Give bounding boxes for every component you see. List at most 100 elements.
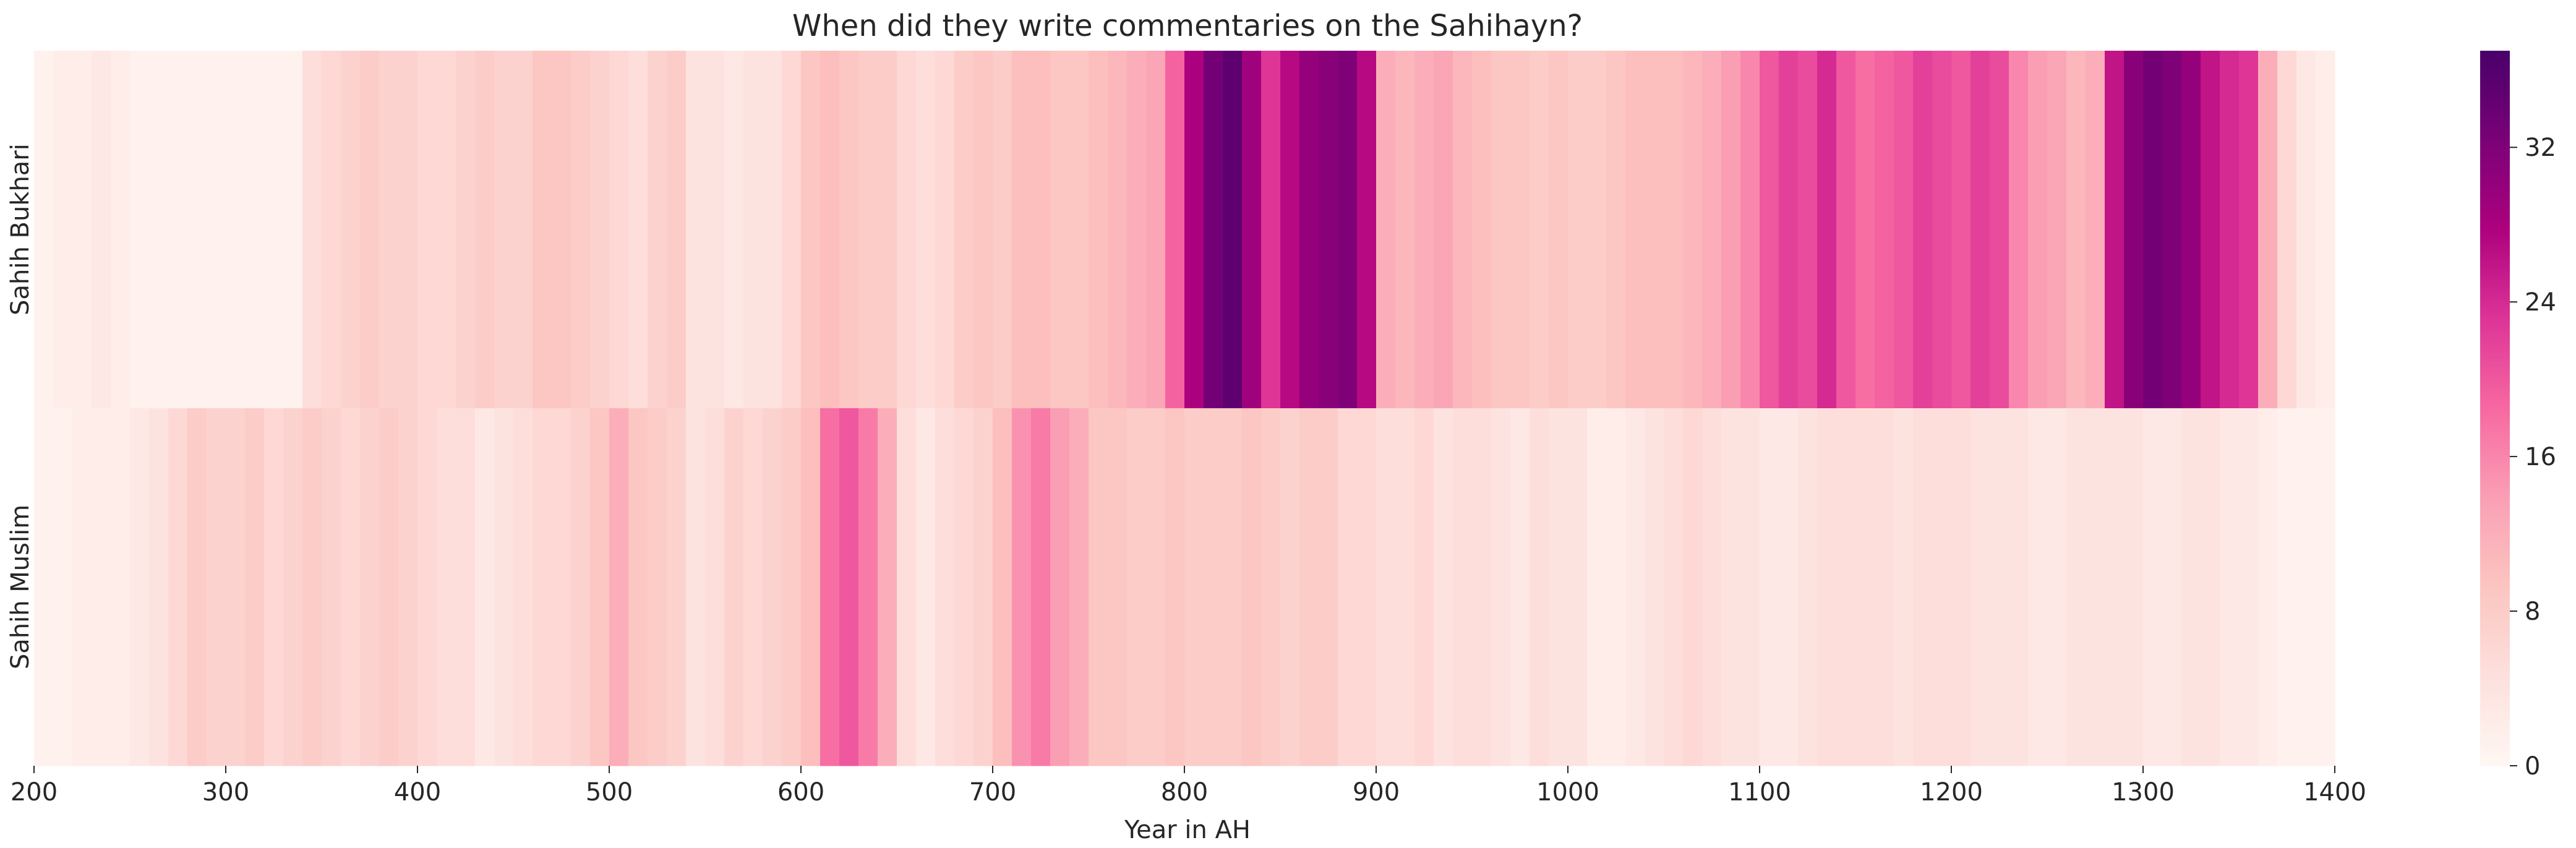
heatmap-cell (1855, 408, 1875, 766)
heatmap-cell (2028, 408, 2048, 766)
heatmap-cell (2066, 408, 2086, 766)
x-tick-label: 200 (11, 778, 58, 807)
heatmap-cell (245, 51, 265, 409)
heatmap-cell (1223, 51, 1243, 409)
heatmap-cell (1549, 408, 1568, 766)
heatmap-cell (782, 51, 802, 409)
heatmap-cell (149, 408, 169, 766)
heatmap-cell (1012, 51, 1032, 409)
heatmap-cell (494, 51, 514, 409)
heatmap-cell (686, 51, 706, 409)
x-tick-label: 1200 (1920, 778, 1983, 807)
x-tick-label: 400 (394, 778, 441, 807)
heatmap-cell (1453, 51, 1473, 409)
heatmap-cell (1453, 408, 1473, 766)
heatmap-cell (743, 408, 763, 766)
heatmap-cell (513, 408, 533, 766)
heatmap-cell (1395, 408, 1415, 766)
heatmap-cell (1875, 408, 1894, 766)
heatmap-cell (705, 408, 725, 766)
row-label: Sahih Muslim (6, 505, 35, 669)
heatmap-cell (1721, 51, 1741, 409)
heatmap-cell (2124, 51, 2144, 409)
heatmap-cell (322, 51, 341, 409)
heatmap-cell (2009, 408, 2029, 766)
heatmap-cells (34, 51, 2335, 766)
heatmap-cell (2162, 51, 2182, 409)
heatmap-cell (2143, 408, 2163, 766)
heatmap-cell (1971, 51, 1990, 409)
heatmap-cell (1625, 51, 1645, 409)
heatmap-cell (1204, 408, 1223, 766)
heatmap-cell (1204, 51, 1223, 409)
colorbar-tick-label: 0 (2525, 752, 2540, 781)
heatmap-cell (168, 408, 188, 766)
heatmap-cell (513, 51, 533, 409)
heatmap-cell (1414, 408, 1434, 766)
heatmap-cell (1357, 51, 1377, 409)
heatmap-cell (724, 408, 744, 766)
heatmap-cell (111, 51, 131, 409)
heatmap-cell (1184, 51, 1204, 409)
colorbar (2480, 51, 2510, 766)
heatmap-cell (2201, 408, 2220, 766)
heatmap-cell (1069, 51, 1089, 409)
heatmap-cell (130, 408, 150, 766)
heatmap-cell (1434, 51, 1453, 409)
heatmap-cell (1645, 51, 1664, 409)
heatmap-cell (1625, 408, 1645, 766)
heatmap-cell (954, 51, 974, 409)
heatmap-cell (1414, 51, 1434, 409)
heatmap-cell (1127, 51, 1147, 409)
heatmap-cell (2009, 51, 2029, 409)
heatmap-cell (571, 51, 591, 409)
heatmap-cell (1089, 51, 1108, 409)
heatmap-cell (1530, 408, 1549, 766)
heatmap-cell (283, 408, 303, 766)
heatmap-cell (1760, 51, 1779, 409)
row-label: Sahih Bukhari (6, 143, 35, 315)
heatmap-cell (2086, 51, 2105, 409)
heatmap-cell (973, 408, 993, 766)
heatmap-cell (1530, 51, 1549, 409)
heatmap-cell (782, 408, 802, 766)
heatmap-cell (935, 408, 955, 766)
heatmap-cell (1836, 408, 1856, 766)
heatmap-cell (1261, 51, 1281, 409)
heatmap-cell (552, 408, 571, 766)
heatmap-cell (245, 408, 265, 766)
heatmap-cell (1779, 408, 1799, 766)
heatmap-cell (2047, 408, 2067, 766)
heatmap-cell (897, 51, 917, 409)
heatmap-cell (34, 408, 54, 766)
heatmap-cell (1971, 408, 1990, 766)
heatmap-cell (226, 51, 246, 409)
heatmap-cell (226, 408, 246, 766)
heatmap-cell (302, 51, 322, 409)
heatmap-cell (648, 408, 667, 766)
heatmap-cell (1165, 408, 1185, 766)
heatmap-cell (1568, 408, 1588, 766)
heatmap-cell (2047, 51, 2067, 409)
heatmap-cell (1664, 51, 1684, 409)
x-tick-label: 500 (586, 778, 633, 807)
heatmap-cell (1817, 51, 1837, 409)
heatmap-cell (1721, 408, 1741, 766)
heatmap-cell (494, 408, 514, 766)
heatmap-cell (379, 51, 399, 409)
heatmap-cell (839, 408, 859, 766)
heatmap-cell (187, 51, 207, 409)
heatmap-cell (1376, 51, 1396, 409)
heatmap-cell (2239, 408, 2259, 766)
heatmap-cell (1146, 51, 1166, 409)
heatmap-cell (1798, 51, 1818, 409)
heatmap-cell (475, 408, 495, 766)
heatmap-cell (858, 408, 878, 766)
heatmap-cell (2277, 408, 2297, 766)
heatmap-cell (2296, 51, 2316, 409)
heatmap-cell (533, 408, 552, 766)
heatmap-cell (53, 408, 73, 766)
heatmap-cell (207, 408, 226, 766)
heatmap-cell (2066, 51, 2086, 409)
heatmap-cell (2296, 408, 2316, 766)
